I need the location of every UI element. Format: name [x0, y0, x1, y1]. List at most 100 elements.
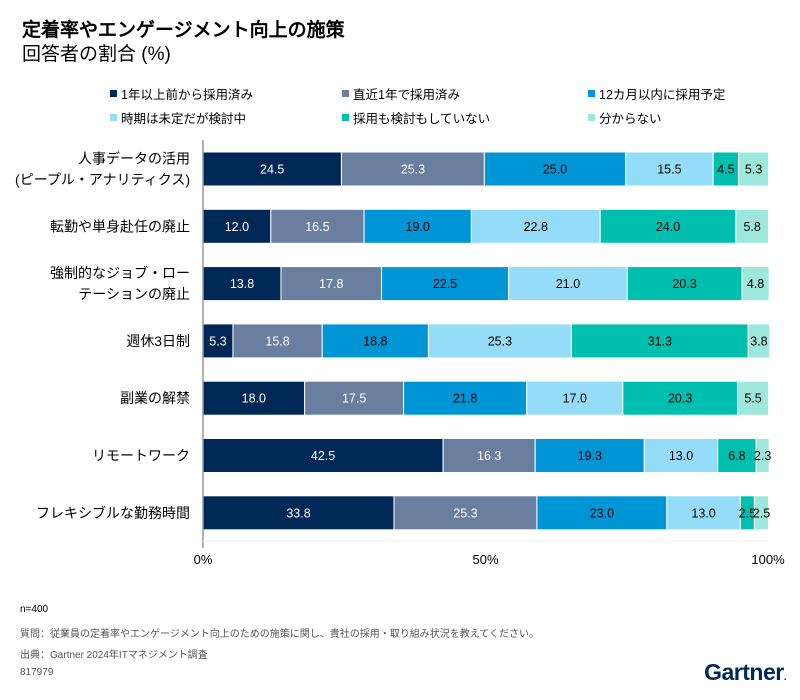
data-label: 24.0: [656, 220, 680, 234]
data-label: 25.3: [488, 334, 512, 348]
data-label: 25.0: [543, 163, 567, 177]
data-label: 20.3: [668, 392, 692, 406]
data-label: 13.0: [669, 449, 693, 463]
bar-segment: [666, 495, 741, 531]
legend-swatch: [588, 114, 595, 121]
data-label: 15.8: [265, 334, 289, 348]
data-label: 17.8: [319, 277, 343, 291]
bar-segment: [483, 151, 627, 187]
bar-segment: [747, 323, 771, 359]
category-label: 副業の解禁: [120, 390, 190, 406]
data-label: 18.8: [363, 334, 387, 348]
document-id: 817979: [20, 667, 54, 678]
legend-swatch: [342, 114, 349, 121]
sample-size-note: n=400: [20, 604, 49, 615]
data-label: 5.5: [744, 392, 761, 406]
bar-segment: [232, 323, 323, 359]
legend-item: 直近1年で採用済み: [342, 84, 460, 103]
data-label: 24.5: [260, 163, 284, 177]
bar-segment: [508, 266, 628, 302]
legend-label: 時期は未定だが検討中: [121, 112, 247, 126]
legend-swatch: [588, 90, 595, 97]
legend-label: 1年以上前から採用済み: [121, 88, 253, 102]
data-label: 12.0: [225, 220, 249, 234]
data-label: 21.8: [453, 392, 477, 406]
data-label: 19.3: [578, 449, 602, 463]
bar-segment: [741, 266, 770, 302]
bar-segment: [381, 266, 510, 302]
data-label: 4.5: [717, 163, 734, 177]
data-label: 22.5: [433, 277, 457, 291]
data-label: 2.3: [754, 449, 771, 463]
bar-segment: [202, 380, 306, 416]
data-label: 2.5: [739, 506, 756, 520]
bar-segment: [717, 438, 757, 473]
bar-segment: [304, 380, 405, 416]
bar-segment: [643, 438, 719, 473]
bar-segment: [321, 323, 429, 359]
chart-subtitle: 回答者の割合 (%): [22, 44, 171, 65]
legend-label: 採用も検討もしていない: [353, 112, 491, 126]
bar-segment: [536, 495, 668, 531]
bar-segment: [270, 208, 365, 244]
source-note: 出典：Gartner 2024年ITマネジメント調査: [20, 650, 208, 661]
data-label: 15.5: [657, 163, 681, 177]
bar-segment: [626, 266, 743, 302]
data-label: 25.3: [453, 506, 477, 520]
data-label: 33.8: [286, 506, 310, 520]
legend-label: 分からない: [599, 112, 662, 126]
bar-segment: [427, 323, 572, 359]
data-label: 21.0: [556, 277, 580, 291]
bar-segment: [736, 380, 770, 416]
category-label: リモートワーク: [92, 448, 190, 464]
data-label: 19.0: [406, 220, 430, 234]
category-label: フレキシブルな勤務時間: [36, 505, 190, 521]
category-label: 強制的なジョブ・ロー: [50, 265, 190, 281]
bar-segment: [755, 438, 770, 473]
bar-segment: [625, 151, 714, 187]
bar-segment: [202, 495, 395, 531]
legend-swatch: [110, 114, 117, 121]
bar-segment: [570, 323, 749, 359]
data-label: 20.3: [672, 277, 696, 291]
bar-segment: [599, 208, 737, 244]
data-label: 25.3: [401, 163, 425, 177]
x-tick-label: 50%: [472, 552, 498, 567]
gartner-logo: Gartner.: [704, 659, 786, 686]
data-label: 17.5: [342, 392, 366, 406]
bar-segment: [280, 266, 383, 302]
legend-item: 時期は未定だが検討中: [110, 108, 246, 127]
data-label: 17.0: [563, 392, 587, 406]
bar-segment: [202, 266, 282, 302]
data-label: 16.5: [305, 220, 329, 234]
legend-swatch: [110, 90, 117, 97]
data-label: 3.8: [750, 334, 767, 348]
legend-item: 12カ月以内に採用予定: [588, 84, 725, 103]
data-label: 31.3: [648, 334, 672, 348]
data-label: 42.5: [311, 449, 335, 463]
data-label: 13.0: [691, 506, 715, 520]
category-label: テーションの廃止: [78, 286, 190, 302]
x-tick-label: 0%: [194, 552, 213, 567]
data-label: 18.0: [242, 392, 266, 406]
bar-segment: [363, 208, 472, 244]
category-label: 週休3日制: [126, 333, 190, 349]
bar-segment: [442, 438, 536, 473]
bar-segment: [735, 208, 770, 244]
bar-segment: [202, 323, 234, 359]
stacked-bar-chart: 人事データの活用 (ピープル・アナリティクス) 24.5 25.3 25.0 15.5 4.…: [15, 140, 785, 567]
legend-item: 分からない: [588, 108, 662, 127]
data-label: 5.3: [745, 163, 762, 177]
bar-segment: [393, 495, 538, 531]
data-label: 5.3: [209, 334, 226, 348]
data-label: 22.8: [524, 220, 548, 234]
bar-segment: [534, 438, 645, 473]
category-label: 転勤や単身赴任の廃止: [50, 218, 190, 234]
bar-segment: [403, 380, 528, 416]
bar-segment: [202, 151, 342, 187]
bar-segment: [622, 380, 738, 416]
data-label: 13.8: [230, 277, 254, 291]
category-label: (ピープル・アナリティクス): [15, 172, 190, 188]
legend-swatch: [342, 90, 349, 97]
question-note: 質問：従業員の定着率やエンゲージメント向上のための施策に関し、貴社の採用・取り組…: [20, 629, 539, 640]
